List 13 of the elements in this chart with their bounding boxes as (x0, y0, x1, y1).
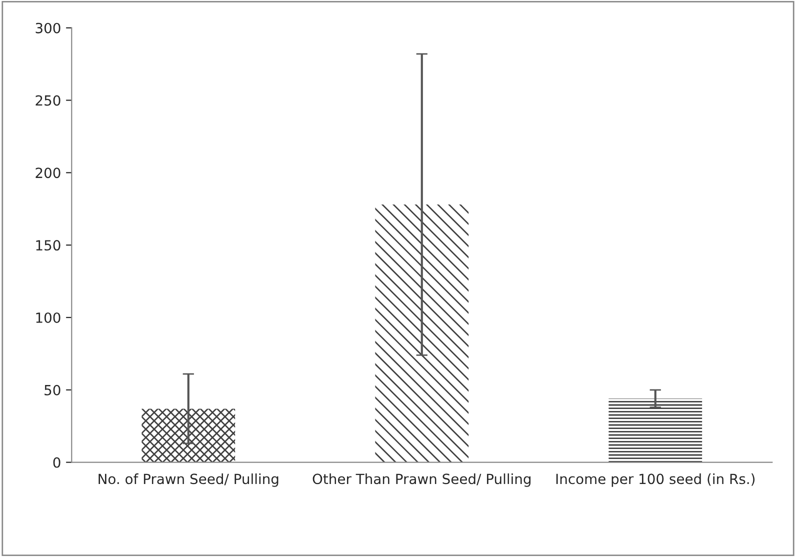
bar (375, 204, 469, 462)
y-tick-label: 150 (36, 240, 60, 251)
y-tick-label: 200 (36, 168, 60, 178)
bar (142, 408, 236, 462)
x-tick-label: Income per 100 seed (in Rs.) (556, 473, 755, 487)
bar (608, 398, 702, 462)
y-tick-label: 100 (36, 312, 60, 323)
y-tick-label: 0 (53, 457, 60, 468)
y-tick-label: 300 (36, 22, 60, 34)
x-tick-label: Other Than Prawn Seed/ Pulling (312, 473, 530, 487)
y-tick-label: 50 (44, 384, 60, 396)
x-tick-label: No. of Prawn Seed/ Pulling (98, 473, 278, 487)
y-tick-label: 250 (36, 95, 60, 106)
